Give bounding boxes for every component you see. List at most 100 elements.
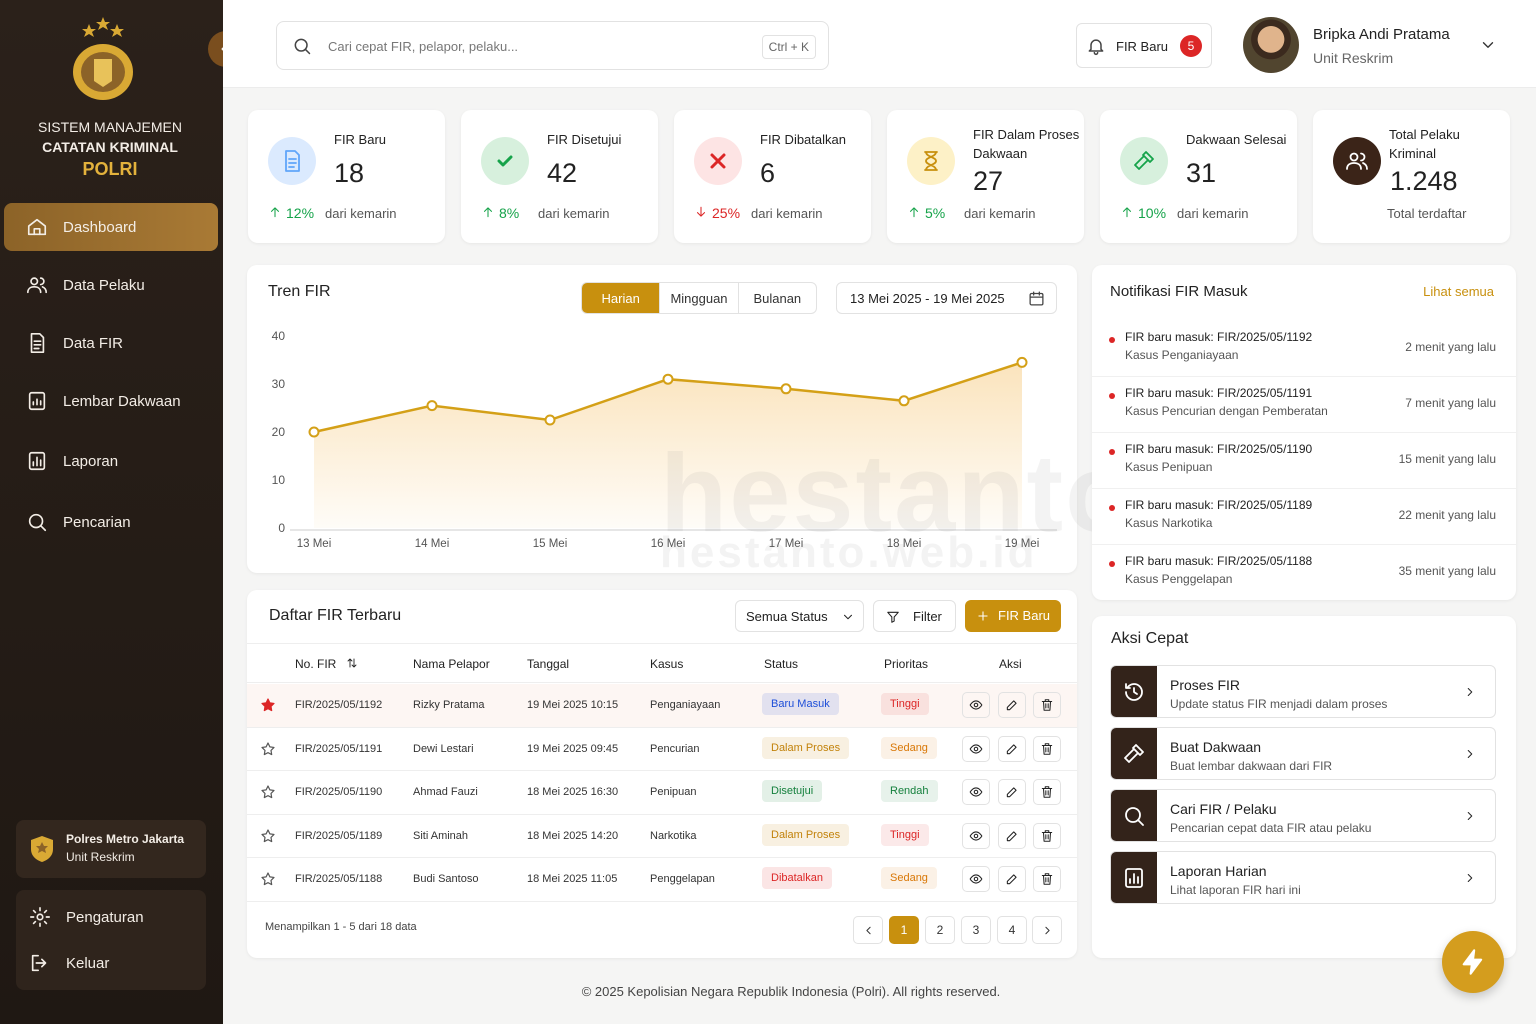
- notification-item[interactable]: FIR baru masuk: FIR/2025/05/1190 Kasus Pe…: [1092, 439, 1516, 489]
- point: [544, 414, 556, 426]
- quick-action[interactable]: Cari FIR / Pelaku Pencarian cepat data FI…: [1110, 789, 1496, 842]
- action-button[interactable]: [997, 735, 1026, 762]
- action-button[interactable]: [997, 692, 1026, 718]
- cell: Ahmad Fauzi: [413, 786, 478, 798]
- status-select[interactable]: Semua Status: [735, 600, 864, 632]
- stat-change: 10%: [1138, 205, 1167, 221]
- icon: [865, 926, 871, 934]
- table-row[interactable]: FIR/2025/05/1189 Siti Aminah 18 Mei 2025 1…: [247, 815, 1077, 858]
- quick-action[interactable]: Proses FIR Update status FIR menjadi dala…: [1110, 665, 1496, 718]
- chart: 0 10 20 30 40 13 Mei 14 Mei 15 Mei 16 Mei 17 Mei 1…: [272, 329, 1057, 550]
- action-button[interactable]: [997, 779, 1026, 805]
- stat-card: FIR Disetujui 42 8% dari kemarin: [461, 110, 658, 243]
- tabs: Harian Mingguan Bulanan: [581, 282, 817, 314]
- stat-note: dari kemarin: [538, 206, 610, 221]
- icon: [1124, 743, 1144, 763]
- menu-label: Pengaturan: [66, 908, 144, 926]
- action-button[interactable]: [1033, 692, 1061, 718]
- menu-item[interactable]: Laporan: [4, 437, 218, 485]
- menu-item[interactable]: Keluar: [16, 946, 206, 980]
- add-fir-button[interactable]: FIR Baru: [965, 600, 1061, 632]
- menu-item[interactable]: Dashboard: [4, 203, 218, 251]
- quick-actions-card: Aksi Cepat Proses FIR Update status FIR me…: [1092, 616, 1516, 958]
- action-button[interactable]: [997, 866, 1026, 892]
- new-fir-button[interactable]: FIR Baru 5: [1076, 23, 1212, 68]
- table-row[interactable]: FIR/2025/05/1190 Ahmad Fauzi 18 Mei 2025 1…: [247, 771, 1077, 815]
- action-button[interactable]: [1033, 735, 1061, 762]
- select-label: Semua Status: [746, 609, 828, 624]
- date-range[interactable]: 13 Mei 2025 - 19 Mei 2025: [836, 282, 1057, 314]
- dot: [1109, 449, 1115, 455]
- chart-title: Tren FIR: [268, 283, 331, 300]
- action-button[interactable]: [997, 822, 1026, 849]
- notification-item[interactable]: FIR baru masuk: FIR/2025/05/1189 Kasus Na…: [1092, 495, 1516, 545]
- filter-button[interactable]: Filter: [873, 600, 956, 632]
- icon: [30, 907, 50, 927]
- action-button[interactable]: [1033, 779, 1061, 805]
- menu-item[interactable]: Data Pelaku: [4, 261, 218, 309]
- cell: Pencurian: [650, 742, 700, 755]
- table-row[interactable]: FIR/2025/05/1192 Rizky Pratama 19 Mei 2025…: [247, 684, 1077, 728]
- icon: [28, 391, 46, 411]
- table-row[interactable]: FIR/2025/05/1191 Dewi Lestari 19 Mei 2025 …: [247, 728, 1077, 771]
- action-button[interactable]: [1033, 866, 1061, 892]
- status-badge: Baru Masuk: [762, 693, 839, 715]
- quick-action[interactable]: Buat Dakwaan Buat lembar dakwaan dari FIR: [1110, 727, 1496, 780]
- notification-case: Kasus Penggelapan: [1125, 572, 1233, 586]
- notification-text: FIR baru masuk: FIR/2025/05/1192: [1125, 330, 1313, 344]
- page-button[interactable]: 2: [925, 916, 955, 944]
- cell: FIR/2025/05/1191: [295, 742, 383, 755]
- point: [426, 400, 438, 412]
- action-button[interactable]: [962, 735, 990, 762]
- notification-text: FIR baru masuk: FIR/2025/05/1190: [1125, 442, 1313, 456]
- icon: [1006, 787, 1017, 798]
- notification-item[interactable]: FIR baru masuk: FIR/2025/05/1191 Kasus Pe…: [1092, 383, 1516, 433]
- menu-item[interactable]: Pencarian: [4, 498, 218, 546]
- x-tick-label: 18 Mei: [887, 538, 922, 550]
- x-tick-label: 15 Mei: [533, 538, 568, 550]
- see-all-link[interactable]: Lihat semua: [1423, 284, 1494, 299]
- icon: [1467, 687, 1473, 697]
- table-row[interactable]: FIR/2025/05/1188 Budi Santoso 18 Mei 2025 …: [247, 858, 1077, 902]
- y-tick-label: 10: [272, 473, 286, 487]
- action-button[interactable]: [962, 692, 990, 718]
- quick-action[interactable]: Laporan Harian Lihat laporan FIR hari ini: [1110, 851, 1496, 904]
- tab[interactable]: Harian: [582, 283, 660, 313]
- search-box[interactable]: Cari cepat FIR, pelapor, pelaku... Ctrl +…: [276, 21, 829, 70]
- menu-item[interactable]: Lembar Dakwaan: [4, 377, 218, 425]
- menu-item[interactable]: Data FIR: [4, 319, 218, 367]
- watermark: hestanto: [660, 432, 1135, 555]
- notification-time: 15 menit yang lalu: [1398, 452, 1496, 466]
- icon: [710, 153, 726, 169]
- page-button[interactable]: 1: [889, 916, 919, 944]
- notification-item[interactable]: FIR baru masuk: FIR/2025/05/1188 Kasus Pe…: [1092, 551, 1516, 601]
- column-header: Tanggal: [527, 657, 570, 671]
- action-button[interactable]: [962, 779, 990, 805]
- avatar: [1243, 17, 1299, 73]
- menu-label: Data Pelaku: [63, 276, 145, 294]
- quick-fab[interactable]: [1442, 931, 1504, 993]
- cell: 18 Mei 2025 11:05: [527, 873, 618, 885]
- next-page[interactable]: [1032, 916, 1062, 944]
- page-button[interactable]: 4: [997, 916, 1027, 944]
- prev-page[interactable]: [853, 916, 883, 944]
- notification-item[interactable]: FIR baru masuk: FIR/2025/05/1192 Kasus Pe…: [1092, 327, 1516, 377]
- icon: [497, 155, 513, 167]
- action-button[interactable]: [962, 822, 990, 849]
- stat-label: FIR Disetujui: [547, 132, 622, 147]
- tab[interactable]: Bulanan: [737, 283, 816, 313]
- icon: [909, 207, 919, 218]
- menu-item[interactable]: Pengaturan: [16, 900, 206, 934]
- tab[interactable]: Mingguan: [659, 283, 737, 313]
- quick-action-icon: [1111, 666, 1157, 717]
- quick-action-title: Proses FIR: [1170, 677, 1241, 693]
- icon: [1041, 873, 1053, 885]
- new-fir-label: FIR Baru: [1116, 39, 1169, 54]
- page-button[interactable]: 3: [961, 916, 991, 944]
- stat-value: 31: [1186, 158, 1217, 188]
- action-button[interactable]: [1033, 822, 1061, 849]
- column-header: Kasus: [650, 657, 684, 671]
- column-header: No. FIR: [295, 657, 337, 671]
- action-button[interactable]: [962, 866, 990, 892]
- icon: [27, 277, 47, 294]
